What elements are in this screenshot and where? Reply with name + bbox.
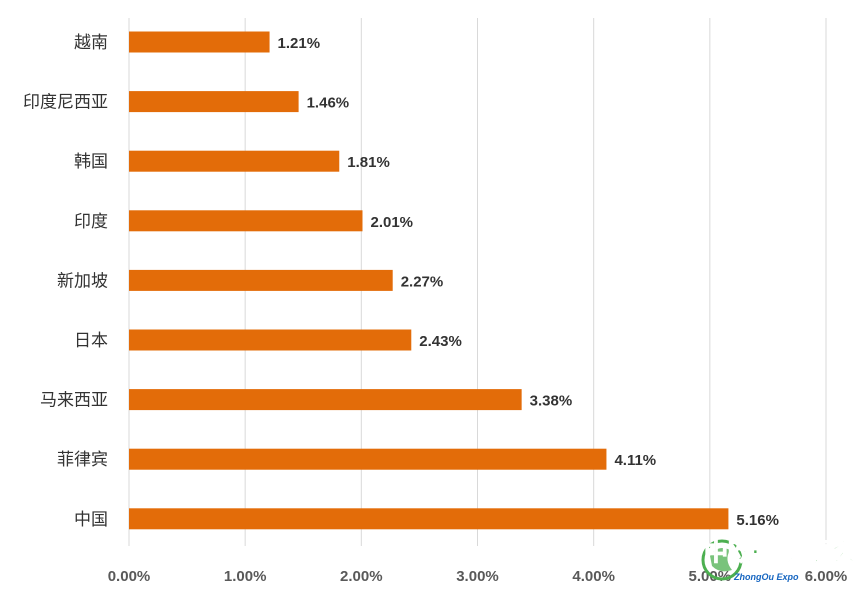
- x-tick-label: 3.00%: [456, 568, 499, 585]
- labels: 越南 1.21% 印度尼西亚 1.46% 韩国 1.81% 印度 2.01% 新加坡 2.27% 日…: [23, 33, 779, 529]
- category-label: 菲律宾: [57, 450, 108, 469]
- bar: [129, 389, 522, 411]
- data-label: 1.81%: [347, 154, 390, 171]
- brand-watermark: 中欧·世界展会 ZhongOu Expo: [701, 538, 857, 582]
- data-label: 2.01%: [370, 214, 413, 231]
- category-label: 日本: [74, 331, 108, 350]
- watermark-brand-text: 中欧·世界展会: [704, 538, 856, 566]
- watermark-subtitle-text: ZhongOu Expo: [733, 572, 799, 582]
- category-label: 新加坡: [57, 271, 108, 290]
- x-tick-label: 1.00%: [224, 568, 267, 585]
- data-label: 2.43%: [419, 333, 462, 350]
- category-label: 中国: [74, 510, 108, 529]
- x-axis-ticks: 0.00% 1.00% 2.00% 3.00% 4.00% 5.00% 6.00%: [108, 568, 848, 585]
- bar: [129, 31, 270, 53]
- category-label: 印度: [74, 212, 108, 231]
- globe-landmass-icon: [710, 548, 732, 572]
- bar: [129, 329, 412, 351]
- bar: [129, 508, 729, 530]
- data-label: 3.38%: [530, 393, 573, 410]
- category-label: 韩国: [74, 152, 108, 171]
- bar: [129, 150, 340, 172]
- globe-icon: [701, 539, 743, 581]
- x-tick-label: 2.00%: [340, 568, 383, 585]
- category-label: 印度尼西亚: [23, 93, 108, 112]
- x-tick-label: 0.00%: [108, 568, 151, 585]
- data-label: 5.16%: [736, 512, 779, 529]
- bar: [129, 210, 363, 232]
- bar: [129, 269, 393, 291]
- data-label: 4.11%: [614, 452, 656, 469]
- x-tick-label: 5.00%: [689, 568, 732, 585]
- bar: [129, 91, 299, 113]
- category-label: 马来西亚: [40, 391, 108, 410]
- data-label: 2.27%: [401, 273, 444, 290]
- data-label: 1.21%: [278, 35, 321, 52]
- data-label: 1.46%: [307, 95, 350, 112]
- x-tick-label: 6.00%: [805, 568, 848, 585]
- bars: [129, 31, 729, 530]
- x-tick-label: 4.00%: [572, 568, 615, 585]
- bar: [129, 448, 607, 470]
- category-label: 越南: [74, 33, 108, 52]
